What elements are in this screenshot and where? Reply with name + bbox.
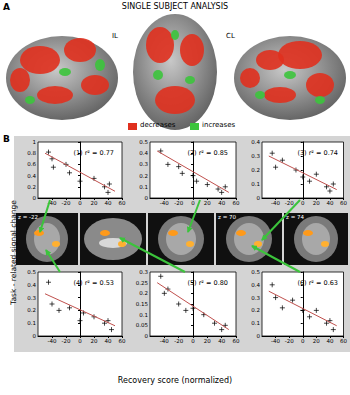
svg-text:0.1: 0.1 (139, 312, 148, 318)
svg-text:40: 40 (326, 200, 333, 206)
html-text:CL: CL (226, 32, 235, 40)
svg-text:-20: -20 (174, 200, 183, 206)
svg-text:1: 1 (33, 139, 37, 145)
svg-text:0: 0 (191, 200, 195, 206)
svg-text:60: 60 (340, 200, 347, 206)
svg-text:0.5: 0.5 (139, 139, 148, 145)
svg-text:0: 0 (33, 333, 37, 339)
svg-text:40: 40 (326, 338, 333, 344)
svg-text:0.1: 0.1 (139, 184, 148, 190)
svg-text:60: 60 (119, 338, 126, 344)
svg-text:0.3: 0.3 (139, 269, 148, 275)
svg-text:0.3: 0.3 (251, 295, 260, 301)
svg-text:0.1: 0.1 (251, 320, 260, 326)
svg-text:-20: -20 (285, 200, 294, 206)
svg-text:0.2: 0.2 (27, 307, 36, 313)
svg-text:0: 0 (145, 333, 149, 339)
svg-text:-40: -40 (160, 338, 169, 344)
svg-text:0: 0 (78, 200, 82, 206)
svg-text:0.8: 0.8 (27, 150, 36, 156)
svg-text:60: 60 (340, 338, 347, 344)
svg-text:-40: -40 (48, 200, 57, 206)
svg-text:0: 0 (301, 200, 305, 206)
svg-text:0.3: 0.3 (27, 295, 36, 301)
svg-text:-40: -40 (48, 338, 57, 344)
svg-text:0.15: 0.15 (136, 301, 149, 307)
svg-text:(1) r² = 0.77: (1) r² = 0.77 (73, 149, 114, 157)
svg-text:0.4: 0.4 (27, 282, 36, 288)
svg-text:20: 20 (204, 200, 211, 206)
svg-text:40: 40 (218, 338, 225, 344)
svg-text:(3) r² = 0.74: (3) r² = 0.74 (297, 149, 338, 157)
svg-text:0.1: 0.1 (27, 320, 36, 326)
svg-text:40: 40 (105, 338, 112, 344)
svg-text:(4) r² = 0.53: (4) r² = 0.53 (73, 279, 114, 287)
svg-text:0.5: 0.5 (27, 269, 36, 275)
svg-text:0.2: 0.2 (139, 290, 148, 296)
svg-text:0: 0 (257, 333, 261, 339)
svg-text:-20: -20 (62, 200, 71, 206)
svg-text:0.3: 0.3 (251, 153, 260, 159)
svg-text:0.2: 0.2 (139, 173, 148, 179)
html-text:decreases: decreases (140, 121, 176, 129)
svg-text:40: 40 (105, 200, 112, 206)
svg-text:0.05: 0.05 (136, 322, 149, 328)
svg-text:20: 20 (91, 338, 98, 344)
svg-text:-40: -40 (271, 338, 280, 344)
svg-text:20: 20 (91, 200, 98, 206)
svg-text:-20: -20 (62, 338, 71, 344)
svg-text:(5) r² = 0.80: (5) r² = 0.80 (187, 279, 228, 287)
svg-text:-20: -20 (174, 338, 183, 344)
svg-text:0.2: 0.2 (251, 307, 260, 313)
html-text:Recovery score (normalized): Recovery score (normalized) (117, 376, 233, 385)
svg-text:0.4: 0.4 (251, 282, 260, 288)
svg-text:0: 0 (301, 338, 305, 344)
svg-text:0.1: 0.1 (251, 181, 260, 187)
svg-text:0: 0 (145, 195, 149, 201)
svg-text:0.2: 0.2 (27, 184, 36, 190)
svg-text:40: 40 (218, 200, 225, 206)
svg-text:60: 60 (233, 200, 240, 206)
svg-text:0.6: 0.6 (27, 161, 36, 167)
svg-text:0.3: 0.3 (139, 161, 148, 167)
svg-text:0.25: 0.25 (136, 280, 149, 286)
svg-text:-20: -20 (285, 338, 294, 344)
html-text:B: B (3, 134, 10, 144)
html-text:z = -22: z = -22 (18, 214, 38, 220)
svg-text:60: 60 (119, 200, 126, 206)
svg-text:0: 0 (78, 338, 82, 344)
svg-text:0: 0 (257, 195, 261, 201)
svg-text:0: 0 (191, 338, 195, 344)
html-text:Task - related signal change: Task - related signal change (8, 200, 18, 305)
html-text:increases: increases (202, 121, 236, 129)
svg-text:-40: -40 (271, 200, 280, 206)
svg-text:0.5: 0.5 (251, 269, 260, 275)
svg-text:0.2: 0.2 (251, 167, 260, 173)
svg-text:0.4: 0.4 (27, 173, 36, 179)
svg-text:0: 0 (33, 195, 37, 201)
svg-text:0.4: 0.4 (139, 150, 148, 156)
svg-text:(6) r² = 0.63: (6) r² = 0.63 (297, 279, 338, 287)
svg-text:-40: -40 (160, 200, 169, 206)
svg-text:20: 20 (313, 200, 320, 206)
html-text:z = 70: z = 70 (218, 214, 236, 220)
svg-text:0.4: 0.4 (251, 139, 260, 145)
svg-text:60: 60 (233, 338, 240, 344)
svg-text:20: 20 (204, 338, 211, 344)
html-text:IL: IL (112, 32, 118, 40)
html-text:A: A (3, 2, 10, 12)
html-text:SINGLE SUBJECT ANALYSIS: SINGLE SUBJECT ANALYSIS (121, 2, 229, 11)
html-text:z = 74: z = 74 (286, 214, 304, 220)
svg-text:20: 20 (313, 338, 320, 344)
svg-text:(2) r² = 0.85: (2) r² = 0.85 (187, 149, 228, 157)
